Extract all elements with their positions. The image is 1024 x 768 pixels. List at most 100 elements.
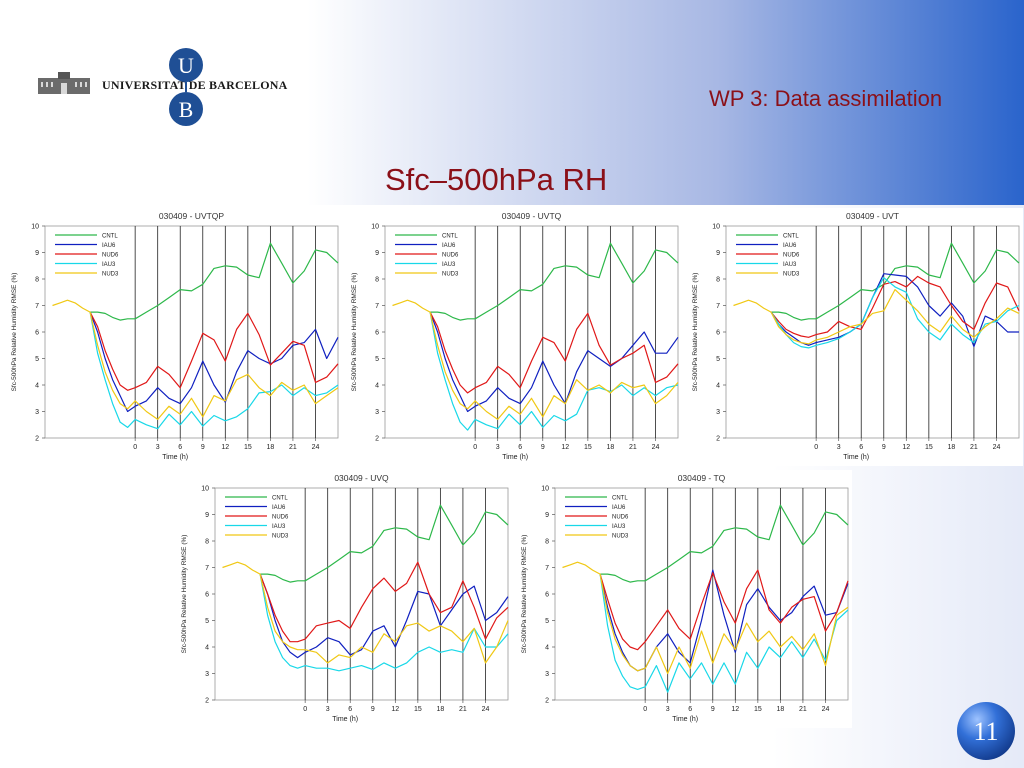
legend-label-cntl: CNTL [272,495,288,501]
y-tick-label: 5 [205,618,209,625]
legend-label-cntl: CNTL [612,495,628,501]
legend-label-nud6: NUD6 [442,252,459,258]
legend-label-nud3: NUD3 [102,271,119,277]
legend-label-iau6: IAU6 [272,505,286,511]
x-tick-label: 18 [776,706,784,713]
x-tick-label: 21 [629,444,637,451]
x-tick-label: 6 [178,444,182,451]
building-icon [38,72,90,94]
y-tick-label: 7 [375,303,379,310]
y-axis-label: Sfc-500hPa Relative Humidity RMSE (%) [692,273,699,392]
y-tick-label: 9 [375,250,379,257]
y-tick-label: 5 [375,356,379,363]
legend-label-cntl: CNTL [102,233,118,239]
series-line-nud3 [52,299,339,420]
y-tick-label: 3 [375,409,379,416]
chart-uvtq: 030409 - UVTQ 2 3 4 5 6 7 8 9 10 0 3 6 9 12 15 18 21 24 Tim… [351,211,679,461]
x-tick-label: 21 [799,706,807,713]
series-line-nud6 [429,311,679,394]
x-axis-label: Time (h) [672,716,698,723]
y-tick-label: 3 [35,409,39,416]
x-tick-label: 9 [201,444,205,451]
x-tick-label: 18 [266,444,274,451]
series-line-iau3 [259,573,509,672]
y-tick-label: 5 [716,356,720,363]
university-logo: UNIVERSITAT DE BARCELONA U B [38,45,287,135]
chart-uvt: 030409 - UVT 2 3 4 5 6 7 8 9 10 0 3 6 9 12 15 18 21 24 Time… [692,211,1020,461]
series-line-iau3 [599,574,849,693]
chart-panel-tq: 030409 - TQ 2 3 4 5 6 7 8 9 10 0 3 6 9 12 15 18 21 24 Time … [515,470,852,728]
y-tick-label: 10 [371,224,379,231]
x-tick-label: 12 [731,706,739,713]
chart-panel-uvq: 030409 - UVQ 2 3 4 5 6 7 8 9 10 0 3 6 9 12 15 18 21 24 Time… [175,470,512,728]
legend-label-nud3: NUD3 [442,271,459,277]
y-axis-label: Sfc-500hPa Relative Humidity RMSE (%) [351,273,358,392]
legend-label-nud3: NUD3 [612,533,629,539]
series-line-iau3 [89,311,339,430]
y-tick-label: 4 [205,645,209,652]
legend-label-nud3: NUD3 [272,533,289,539]
y-tick-label: 10 [712,224,720,231]
y-tick-label: 7 [35,303,39,310]
chart-title: 030409 - TQ [678,473,726,483]
series-line-nud6 [770,275,1020,338]
seal-letter-top: U [178,53,194,78]
series-line-nud6 [259,561,509,643]
y-tick-label: 7 [545,565,549,572]
seal-letter-bottom: B [179,97,194,122]
series-line-iau3 [429,311,679,431]
slide-title: Sfc–500hPa RH [385,162,608,197]
x-tick-label: 15 [244,444,252,451]
legend-label-iau6: IAU6 [783,243,797,249]
x-tick-label: 3 [666,706,670,713]
series-line-iau6 [89,311,339,413]
x-tick-label: 9 [541,444,545,451]
y-tick-label: 6 [35,330,39,337]
chart-panel-uvtq: 030409 - UVTQ 2 3 4 5 6 7 8 9 10 0 3 6 9 12 15 18 21 24 Tim… [345,208,682,466]
x-tick-label: 21 [970,444,978,451]
x-tick-label: 24 [822,706,830,713]
page-number: 11 [973,717,998,746]
x-tick-label: 12 [221,444,229,451]
x-axis-label: Time (h) [332,716,358,723]
x-tick-label: 0 [133,444,137,451]
chart-title: 030409 - UVTQP [159,211,225,221]
university-name: UNIVERSITAT DE BARCELONA [102,78,288,92]
x-axis-label: Time (h) [843,454,869,461]
y-tick-label: 7 [205,565,209,572]
x-tick-label: 12 [391,706,399,713]
y-axis-label: Sfc-500hPa Relative Humidity RMSE (%) [11,273,18,392]
legend-label-nud6: NUD6 [272,514,289,520]
x-tick-label: 12 [902,444,910,451]
y-tick-label: 8 [205,539,209,546]
y-tick-label: 4 [375,383,379,390]
legend-label-iau3: IAU3 [102,262,116,268]
y-tick-label: 10 [541,486,549,493]
legend-label-iau6: IAU6 [442,243,456,249]
y-axis-label: Sfc-500hPa Relative Humidity RMSE (%) [181,535,188,654]
legend-label-nud6: NUD6 [102,252,119,258]
series-line-cntl [260,504,509,583]
x-tick-label: 6 [688,706,692,713]
x-tick-label: 0 [643,706,647,713]
chart-panel-uvt: 030409 - UVT 2 3 4 5 6 7 8 9 10 0 3 6 9 12 15 18 21 24 Time… [686,208,1023,466]
x-tick-label: 0 [814,444,818,451]
y-tick-label: 2 [375,436,379,443]
y-tick-label: 9 [35,250,39,257]
y-tick-label: 4 [545,645,549,652]
chart-title: 030409 - UVT [846,211,899,221]
y-tick-label: 8 [716,277,720,284]
x-tick-label: 15 [584,444,592,451]
x-tick-label: 3 [837,444,841,451]
x-tick-label: 21 [289,444,297,451]
x-tick-label: 3 [326,706,330,713]
legend-label-cntl: CNTL [442,233,458,239]
y-tick-label: 8 [35,277,39,284]
series-line-nud6 [599,569,849,651]
y-tick-label: 10 [31,224,39,231]
x-tick-label: 18 [606,444,614,451]
chart-uvtqp: 030409 - UVTQP 2 3 4 5 6 7 8 9 10 0 3 6 9 12 15 18 21 24 Ti… [11,211,339,461]
legend-label-nud6: NUD6 [612,514,629,520]
x-tick-label: 3 [496,444,500,451]
series-line-cntl [90,242,339,321]
